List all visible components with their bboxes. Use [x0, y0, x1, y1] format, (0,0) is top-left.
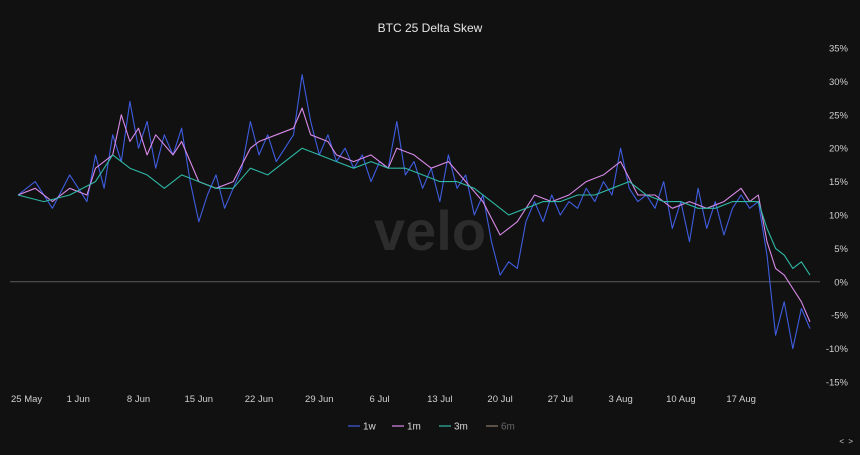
y-tick-label: 0% [834, 277, 848, 288]
y-tick-label: 5% [834, 244, 848, 255]
legend-item-3m[interactable]: 3m [439, 422, 468, 433]
x-tick-label: 15 Jun [185, 394, 214, 405]
x-tick-label: 13 Jul [427, 394, 452, 405]
x-tick-label: 20 Jul [487, 394, 512, 405]
x-tick-label: 6 Jul [370, 394, 390, 405]
y-tick-label: -10% [826, 344, 849, 355]
x-tick-label: 29 Jun [305, 394, 334, 405]
range-nav-arrows[interactable]: < > [839, 437, 854, 446]
legend-item-6m[interactable]: 6m [486, 422, 515, 433]
y-tick-label: 15% [829, 177, 849, 188]
x-tick-label: 17 Aug [726, 394, 756, 405]
x-tick-label: 3 Aug [608, 394, 632, 405]
y-tick-label: 30% [829, 77, 849, 88]
x-tick-label: 27 Jul [548, 394, 573, 405]
legend-item-1w[interactable]: 1w [348, 422, 377, 433]
watermark: velo [374, 199, 486, 262]
series-line-3m [17, 147, 811, 276]
series-line-1m [17, 107, 811, 323]
y-tick-label: 25% [829, 110, 849, 121]
y-tick-label: 10% [829, 211, 849, 222]
y-tick-label: -5% [831, 311, 848, 322]
x-tick-label: 10 Aug [666, 394, 696, 405]
x-axis: 25 May 1 Jun 8 Jun 15 Jun 22 Jun 29 Jun 6 Jul 1… [11, 394, 756, 405]
y-tick-label: -15% [826, 378, 849, 389]
y-tick-label: 20% [829, 144, 849, 155]
x-tick-label: 22 Jun [245, 394, 274, 405]
legend-label: 6m [501, 422, 515, 433]
legend-label: 3m [454, 422, 468, 433]
legend-label: 1w [363, 422, 377, 433]
x-tick-label: 25 May [11, 394, 42, 405]
x-tick-label: 8 Jun [127, 394, 150, 405]
series-layer [17, 74, 811, 350]
x-tick-label: 1 Jun [67, 394, 90, 405]
legend-label: 1m [407, 422, 421, 433]
y-tick-label: 35% [829, 44, 849, 55]
legend: 1w 1m 3m 6m [348, 422, 515, 433]
legend-item-1m[interactable]: 1m [392, 422, 421, 433]
y-axis: 35% 30% 25% 20% 15% 10% 5% 0% -5% -10% -15% [826, 44, 849, 389]
chart-title: BTC 25 Delta Skew [378, 21, 483, 35]
